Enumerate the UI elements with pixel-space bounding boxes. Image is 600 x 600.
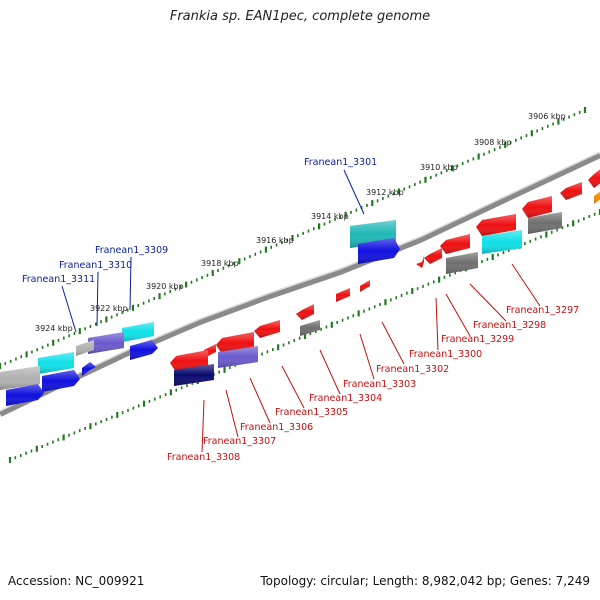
gene-feature-3310[interactable] bbox=[88, 332, 124, 354]
gene-feature-minus[interactable] bbox=[482, 230, 522, 254]
svg-text:Franean1_3300: Franean1_3300 bbox=[409, 349, 482, 360]
scale-label: 3920 kbp bbox=[146, 282, 184, 291]
label-franean1-3308: Franean1_3308 bbox=[167, 399, 240, 463]
gene-feature-minus[interactable] bbox=[300, 320, 320, 336]
gene-feature-minus[interactable] bbox=[588, 168, 600, 188]
label-franean1-3301: Franean1_3301 bbox=[304, 157, 377, 215]
gene-feature-minus[interactable] bbox=[594, 190, 600, 204]
label-franean1-3299: Franean1_3299 bbox=[441, 293, 514, 345]
gene-feature-minus[interactable] bbox=[528, 212, 562, 234]
gene-feature-minus[interactable] bbox=[174, 364, 214, 386]
scale-label: 3922 kbp bbox=[90, 304, 128, 313]
scale-label: 3912 kbp bbox=[366, 188, 404, 197]
gene-feature-minus[interactable] bbox=[296, 304, 314, 320]
gene-feature-3312[interactable] bbox=[0, 366, 40, 390]
svg-text:Franean1_3310: Franean1_3310 bbox=[59, 260, 132, 271]
gene-feature-3310-b[interactable] bbox=[76, 340, 94, 356]
label-franean1-3297: Franean1_3297 bbox=[506, 263, 579, 316]
label-franean1-3302: Franean1_3302 bbox=[376, 321, 449, 375]
gene-feature-minus[interactable] bbox=[218, 346, 258, 368]
svg-text:Franean1_3309: Franean1_3309 bbox=[95, 245, 168, 256]
label-franean1-3305: Franean1_3305 bbox=[275, 365, 348, 418]
gene-feature-3309-b[interactable] bbox=[130, 340, 158, 360]
gene-feature-minus[interactable] bbox=[446, 252, 478, 274]
scale-label: 3906 kbp bbox=[528, 112, 566, 121]
svg-text:Franean1_3301: Franean1_3301 bbox=[304, 157, 377, 168]
scale-label: 3924 kbp bbox=[35, 324, 73, 333]
label-franean1-3304: Franean1_3304 bbox=[309, 349, 382, 404]
svg-text:Franean1_3307: Franean1_3307 bbox=[203, 436, 276, 447]
label-franean1-3303: Franean1_3303 bbox=[343, 333, 416, 390]
svg-text:Franean1_3303: Franean1_3303 bbox=[343, 379, 416, 390]
accession-label: Accession: NC_009921 bbox=[8, 574, 145, 588]
gene-feature-3311[interactable] bbox=[38, 352, 74, 374]
svg-text:Franean1_3298: Franean1_3298 bbox=[473, 320, 546, 331]
gene-feature-3312-b[interactable] bbox=[6, 384, 44, 406]
scale-label: 3908 kbp bbox=[474, 138, 512, 147]
outer-tick-row bbox=[0, 107, 587, 369]
gene-features bbox=[0, 168, 600, 406]
gene-feature-minus[interactable] bbox=[336, 288, 350, 302]
svg-text:Franean1_3305: Franean1_3305 bbox=[275, 407, 348, 418]
label-franean1-3298: Franean1_3298 bbox=[469, 283, 546, 331]
tick-rows: 3906 kbp 3908 kbp 3910 kbp 3912 kbp 3914 kbp… bbox=[0, 107, 600, 463]
gene-feature-minus[interactable] bbox=[440, 234, 470, 254]
label-franean1-3309: Franean1_3309 bbox=[95, 245, 168, 311]
scale-label: 3918 kbp bbox=[201, 259, 239, 268]
gene-callouts: Franean1_3301 Franean1_3309 Franean1_3310 F… bbox=[22, 157, 579, 463]
scale-label: 3916 kbp bbox=[256, 236, 294, 245]
scale-label: 3914 kbp bbox=[311, 212, 349, 221]
label-franean1-3306: Franean1_3306 bbox=[240, 377, 313, 433]
map-title: Frankia sp. EAN1pec, complete genome bbox=[169, 9, 431, 24]
svg-text:Franean1_3308: Franean1_3308 bbox=[167, 452, 240, 463]
svg-text:Franean1_3299: Franean1_3299 bbox=[441, 334, 514, 345]
svg-text:Franean1_3297: Franean1_3297 bbox=[506, 305, 579, 316]
label-franean1-3307: Franean1_3307 bbox=[203, 389, 276, 447]
gene-feature-minus[interactable] bbox=[522, 196, 552, 218]
gene-feature-3311-b[interactable] bbox=[42, 370, 80, 392]
gene-feature-minus[interactable] bbox=[476, 214, 516, 236]
gene-feature-minus[interactable] bbox=[360, 280, 370, 292]
gene-feature-minus[interactable] bbox=[560, 182, 582, 200]
gene-feature-minus[interactable] bbox=[254, 320, 280, 338]
svg-text:Franean1_3304: Franean1_3304 bbox=[309, 393, 382, 404]
gene-feature-3301-b[interactable] bbox=[358, 238, 400, 264]
genome-summary: Topology: circular; Length: 8,982,042 bp… bbox=[260, 574, 590, 588]
label-franean1-3300: Franean1_3300 bbox=[409, 297, 482, 360]
gene-feature-minus[interactable] bbox=[416, 256, 424, 268]
svg-text:Franean1_3311: Franean1_3311 bbox=[22, 274, 95, 285]
gene-feature-3309[interactable] bbox=[122, 322, 154, 342]
scale-label: 3910 kbp bbox=[420, 163, 458, 172]
svg-text:Franean1_3302: Franean1_3302 bbox=[376, 364, 449, 375]
gene-feature-minus[interactable] bbox=[424, 248, 442, 264]
gene-feature-3310-c[interactable] bbox=[82, 362, 96, 376]
svg-text:Franean1_3306: Franean1_3306 bbox=[240, 422, 313, 433]
label-franean1-3311: Franean1_3311 bbox=[22, 274, 95, 333]
label-franean1-3310: Franean1_3310 bbox=[59, 260, 132, 327]
inner-tick-row bbox=[8, 209, 600, 463]
